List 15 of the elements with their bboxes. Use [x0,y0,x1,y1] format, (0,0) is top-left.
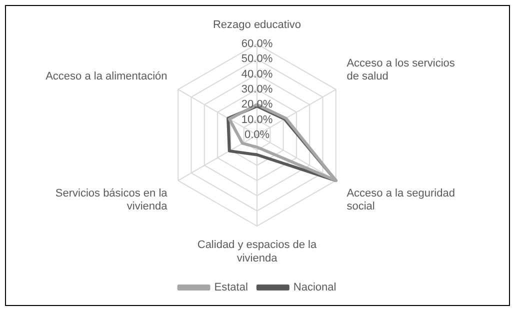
y-tick-label: 20.0% [241,98,273,111]
spoke-label: Acceso a la seguridad social [346,187,455,213]
spoke-label: Acceso a la alimentación [46,70,168,83]
y-tick-label: 40.0% [241,68,273,80]
spoke-label: Servicios básicos en la vivienda [55,187,168,213]
legend-label: Estatal [214,282,248,294]
legend-label: Nacional [293,282,336,294]
y-tick-label: 0.0% [244,129,270,142]
spoke-label: Acceso a los servicios de salud [346,57,456,83]
spoke-label: Calidad y espacios de la vivienda [197,239,318,264]
y-tick-label: 10.0% [241,114,273,126]
y-tick-label: 50.0% [241,53,273,66]
y-tick-label: 30.0% [241,83,273,96]
spoke-label: Rezago educativo [212,18,302,31]
y-tick-label: 60.0% [241,38,273,50]
